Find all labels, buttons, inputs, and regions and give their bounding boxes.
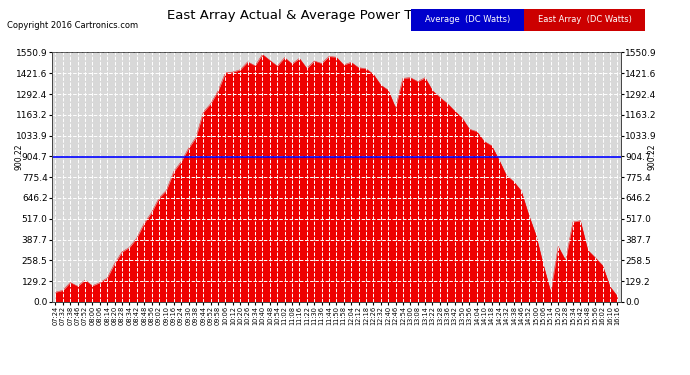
Text: 900.22: 900.22 (648, 144, 657, 170)
Text: Average  (DC Watts): Average (DC Watts) (425, 15, 511, 24)
Text: East Array  (DC Watts): East Array (DC Watts) (538, 15, 632, 24)
Text: East Array Actual & Average Power Thu Dec 22 16:23: East Array Actual & Average Power Thu De… (167, 9, 523, 22)
Text: 900.22: 900.22 (14, 144, 23, 170)
Text: Copyright 2016 Cartronics.com: Copyright 2016 Cartronics.com (7, 21, 138, 30)
